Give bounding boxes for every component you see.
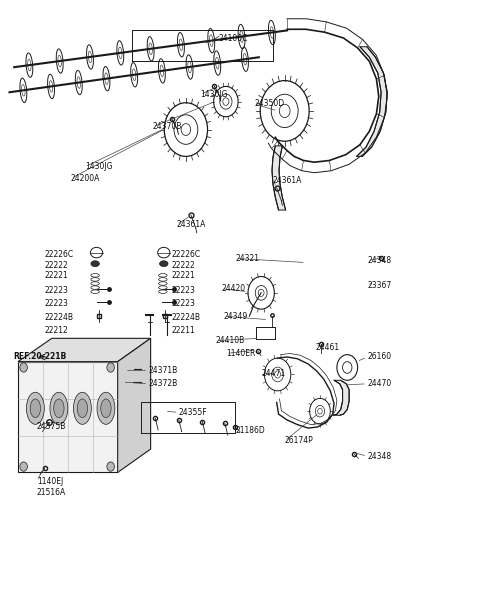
Text: 24349: 24349 <box>224 312 248 321</box>
Text: 22221: 22221 <box>45 271 69 280</box>
Text: 24372B: 24372B <box>148 379 178 389</box>
Text: 22222: 22222 <box>45 261 69 270</box>
Text: 26160: 26160 <box>367 352 391 362</box>
Ellipse shape <box>91 261 99 267</box>
Text: 22212: 22212 <box>45 326 69 335</box>
Polygon shape <box>357 47 387 156</box>
Text: 22222: 22222 <box>172 261 195 270</box>
Ellipse shape <box>159 261 168 267</box>
Text: 22223: 22223 <box>172 299 196 308</box>
Text: 24361A: 24361A <box>273 176 302 186</box>
Text: 22223: 22223 <box>172 286 196 295</box>
Text: 22224B: 22224B <box>172 313 201 322</box>
Text: 1430JG: 1430JG <box>200 90 228 99</box>
Text: 24348: 24348 <box>367 452 391 461</box>
Text: 22226C: 22226C <box>45 250 74 259</box>
Ellipse shape <box>50 392 68 424</box>
Text: 24410B: 24410B <box>216 336 245 345</box>
Text: REF.20-221B: REF.20-221B <box>13 352 67 362</box>
Polygon shape <box>272 146 286 210</box>
Polygon shape <box>18 339 151 362</box>
Text: 24361A: 24361A <box>177 220 206 229</box>
Text: 21186D: 21186D <box>235 426 265 435</box>
Text: 24355F: 24355F <box>179 408 207 417</box>
Text: 24371B: 24371B <box>148 366 178 375</box>
Ellipse shape <box>54 399 64 418</box>
Text: 22224B: 22224B <box>45 313 74 322</box>
Text: 24461: 24461 <box>315 343 339 352</box>
Circle shape <box>107 363 114 372</box>
Text: 26174P: 26174P <box>285 437 313 446</box>
Polygon shape <box>18 362 118 472</box>
Text: 24100C: 24100C <box>219 33 248 42</box>
Text: 24321: 24321 <box>235 254 259 263</box>
Text: 24350D: 24350D <box>254 99 284 108</box>
Ellipse shape <box>26 392 44 424</box>
Polygon shape <box>333 380 349 415</box>
Ellipse shape <box>97 392 115 424</box>
Ellipse shape <box>101 399 111 418</box>
Text: 24200A: 24200A <box>71 174 100 183</box>
Text: 1140ER: 1140ER <box>226 349 255 358</box>
Text: 1140EJ: 1140EJ <box>37 477 63 486</box>
Ellipse shape <box>77 399 87 418</box>
Text: 24471: 24471 <box>261 369 285 378</box>
Ellipse shape <box>73 392 91 424</box>
Text: 22211: 22211 <box>172 326 195 335</box>
Text: 24375B: 24375B <box>37 422 66 431</box>
Text: 22221: 22221 <box>172 271 195 280</box>
Text: 22226C: 22226C <box>172 250 201 259</box>
Text: 23367: 23367 <box>367 281 391 290</box>
Circle shape <box>20 462 27 471</box>
Circle shape <box>107 462 114 471</box>
Text: 24470: 24470 <box>367 379 391 389</box>
Text: 22223: 22223 <box>45 286 69 295</box>
Text: 24370B: 24370B <box>153 122 182 131</box>
Ellipse shape <box>30 399 40 418</box>
Text: 24348: 24348 <box>367 256 391 265</box>
Text: 21516A: 21516A <box>37 488 66 497</box>
Text: 24420: 24420 <box>221 284 245 293</box>
Text: 22223: 22223 <box>45 299 69 308</box>
Circle shape <box>20 363 27 372</box>
Polygon shape <box>118 339 151 472</box>
Text: 1430JG: 1430JG <box>85 162 112 171</box>
